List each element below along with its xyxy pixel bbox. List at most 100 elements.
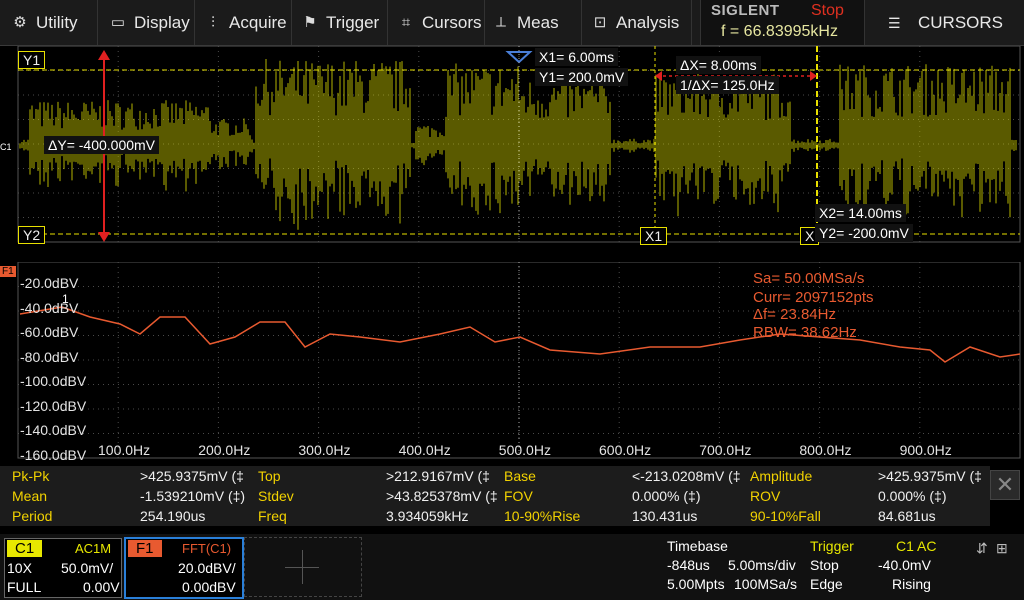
y2-readout: Y2= -200.0mV bbox=[815, 224, 913, 242]
fft-db-label: -160.0dBV bbox=[20, 446, 87, 463]
network-icon: ⊞ bbox=[996, 540, 1008, 556]
timebase-sample-rate: 100MSa/s bbox=[734, 576, 798, 592]
fft-frequency-label: 200.0Hz bbox=[198, 442, 251, 458]
measurement-name: 90-10%Fall bbox=[750, 508, 821, 524]
acquire-icon: ⫶ bbox=[211, 13, 215, 31]
delta-y-arrow-bottom bbox=[98, 232, 110, 242]
fft-rbw: RBW= 38.62Hz bbox=[753, 324, 857, 341]
cursors-label: Cursors bbox=[422, 12, 482, 32]
status-box: SIGLENT Stop f = 66.83995kHz bbox=[700, 0, 865, 45]
math-f1-box[interactable]: F1 FFT(C1) 20.0dBV/ 0.00dBV bbox=[124, 537, 244, 599]
fft-db-label: -60.0dBV bbox=[20, 324, 79, 340]
waveform-border bbox=[17, 46, 1021, 243]
cursors-panel-button[interactable]: ☰ CURSORS bbox=[880, 0, 1024, 45]
measurement-name: ROV bbox=[750, 488, 781, 504]
fft-svg bbox=[17, 262, 1021, 459]
channel-scale: 50.0mV/ bbox=[61, 560, 114, 576]
fft-db-label: -140.0dBV bbox=[20, 422, 87, 438]
measurement-name: FOV bbox=[504, 488, 533, 504]
acquire-menu-button[interactable]: ⫶ Acquire bbox=[195, 0, 292, 45]
add-channel-slot[interactable] bbox=[244, 537, 362, 597]
measurement-name: Freq bbox=[258, 508, 287, 524]
trigger-source: C1 AC bbox=[896, 538, 937, 554]
measurement-table[interactable]: Pk-Pk >425.9375mV (‡ Top >212.9167mV (‡ Base… bbox=[0, 466, 990, 526]
analysis-label: Analysis bbox=[616, 12, 680, 32]
measurement-value: >212.9167mV (‡ bbox=[386, 468, 490, 484]
fft-frequency-label: 400.0Hz bbox=[398, 442, 451, 458]
fft-db-label: -80.0dBV bbox=[20, 348, 79, 365]
menu-list-icon: ☰ bbox=[888, 14, 901, 31]
close-icon[interactable]: ✕ bbox=[990, 470, 1020, 500]
timebase-label: Timebase bbox=[667, 538, 728, 554]
brand-logo: SIGLENT bbox=[711, 2, 780, 19]
meas-menu-button[interactable]: ⟂ Meas bbox=[485, 0, 582, 45]
trigger-mode: Stop bbox=[810, 557, 839, 573]
meas-label: Meas bbox=[517, 12, 559, 32]
waveform-window[interactable]: Y1 Y2 X1 X C1 ΔY= -400.000mV X1= 6.00ms … bbox=[0, 46, 1024, 246]
measurement-value: 0.000% (‡) bbox=[878, 488, 947, 504]
measurement-value: >425.9375mV (‡ bbox=[140, 468, 244, 484]
cursor-x2-label[interactable]: X bbox=[800, 227, 820, 245]
trigger-label: Trigger bbox=[810, 538, 854, 554]
timebase-delay: -848us bbox=[667, 557, 710, 573]
run-status[interactable]: Stop bbox=[811, 2, 844, 19]
display-label: Display bbox=[134, 12, 190, 32]
utility-label: Utility bbox=[36, 12, 78, 32]
channel-probe: 10X bbox=[7, 560, 32, 576]
crosshair-icon: ⌗ bbox=[401, 13, 411, 31]
fft-sample-rate: Sa= 50.00MSa/s bbox=[753, 270, 865, 287]
y1-readout: Y1= 200.0mV bbox=[535, 68, 629, 86]
channel-name: C1 bbox=[7, 540, 43, 557]
cursor-x1-label[interactable]: X1 bbox=[640, 227, 668, 245]
measurement-value: 3.934059kHz bbox=[386, 508, 469, 524]
measurement-value: 0.000% (‡) bbox=[632, 488, 701, 504]
fft-delta-f: Δf= 23.84Hz bbox=[753, 306, 836, 323]
timebase-memory: 5.00Mpts bbox=[667, 576, 725, 592]
x1-readout: X1= 6.00ms bbox=[535, 48, 619, 66]
channel-marker[interactable]: C1 bbox=[0, 142, 12, 152]
fft-marker[interactable]: F1 bbox=[0, 266, 16, 277]
fft-trace bbox=[19, 306, 1021, 363]
fft-db-label: -40.0dBV bbox=[20, 299, 79, 316]
delta-x-readout: ΔX= 8.00ms bbox=[676, 56, 761, 74]
trigger-label: Trigger bbox=[326, 12, 380, 32]
x2-readout: X2= 14.00ms bbox=[815, 204, 906, 222]
fft-window[interactable]: F1 1 bbox=[0, 262, 1024, 462]
fft-db-label: -20.0dBV bbox=[20, 275, 79, 291]
measurement-value: -1.539210mV (‡) bbox=[140, 488, 246, 504]
trigger-menu-button[interactable]: ⚑ Trigger bbox=[292, 0, 388, 45]
bottom-status-bar: C1 AC1M 10X 50.0mV/ FULL 0.00V F1 FFT(C1… bbox=[0, 534, 1024, 600]
cursor-y2-label[interactable]: Y2 bbox=[18, 226, 46, 244]
analysis-menu-button[interactable]: ⊡ Analysis bbox=[582, 0, 692, 45]
cursors-menu-button[interactable]: ⌗ Cursors bbox=[388, 0, 485, 45]
fft-frequency-label: 500.0Hz bbox=[498, 442, 551, 458]
channel-coupling: AC1M bbox=[75, 541, 112, 556]
channel-c1-box[interactable]: C1 AC1M 10X 50.0mV/ FULL 0.00V bbox=[4, 538, 122, 598]
cursor-y1-label[interactable]: Y1 bbox=[18, 51, 46, 69]
inverse-delta-x-readout: 1/ΔX= 125.0Hz bbox=[676, 76, 779, 94]
analysis-icon: ⊡ bbox=[593, 13, 607, 31]
fft-frequency-label: 700.0Hz bbox=[699, 442, 752, 458]
trigger-position-marker bbox=[505, 51, 533, 64]
timebase-box[interactable]: Timebase -848us 5.00ms/div 5.00Mpts 100M… bbox=[662, 537, 802, 595]
display-menu-button[interactable]: ▭ Display bbox=[98, 0, 195, 45]
trigger-box[interactable]: Trigger C1 AC Stop -40.0mV Edge Rising bbox=[806, 537, 940, 595]
flag-icon: ⚑ bbox=[303, 13, 317, 31]
utility-menu-button[interactable]: ⚙ Utility bbox=[0, 0, 98, 45]
cursors-panel-label: CURSORS bbox=[918, 12, 1004, 32]
fft-current-points: Curr= 2097152pts bbox=[753, 289, 874, 306]
measurement-name: Mean bbox=[12, 488, 48, 504]
ruler-icon: ⟂ bbox=[495, 13, 506, 31]
fft-db-label: -120.0dBV bbox=[20, 397, 87, 414]
measurement-value: 130.431us bbox=[632, 508, 698, 524]
fft-db-label: -100.0dBV bbox=[20, 373, 87, 389]
fft-frequency-label: 300.0Hz bbox=[298, 442, 351, 458]
measurement-value: 254.190us bbox=[140, 508, 206, 524]
measurement-name: Amplitude bbox=[750, 468, 813, 484]
math-offset: 0.00dBV bbox=[182, 579, 236, 595]
trigger-type: Edge bbox=[810, 576, 843, 592]
measurement-name: Stdev bbox=[258, 488, 294, 504]
measurement-value: >43.825378mV (‡ bbox=[386, 488, 498, 504]
measurement-value: >425.9375mV (‡ bbox=[878, 468, 982, 484]
fft-frequency-label: 600.0Hz bbox=[599, 442, 652, 458]
